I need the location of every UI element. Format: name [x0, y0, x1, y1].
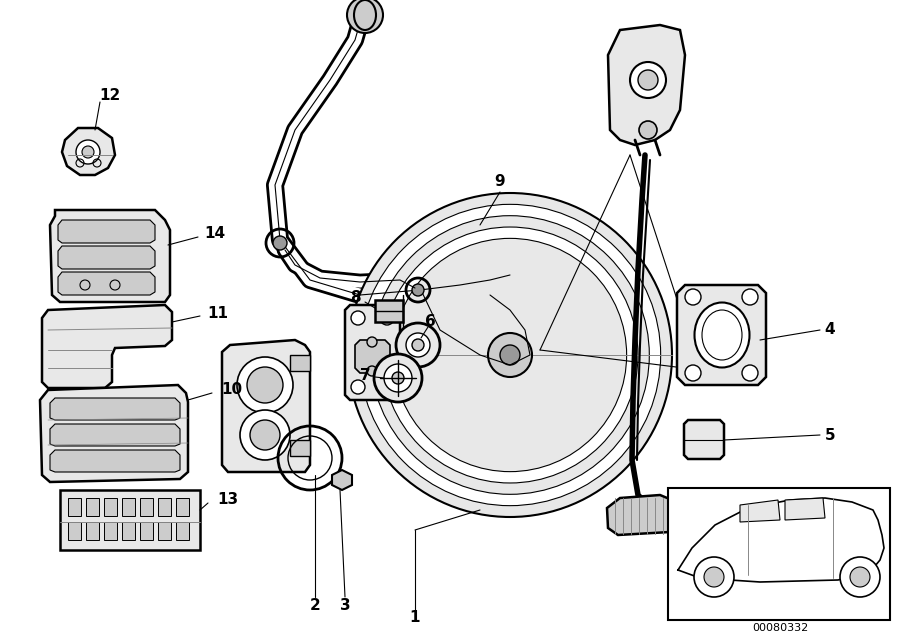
Text: 9: 9 — [495, 175, 505, 189]
Circle shape — [742, 365, 758, 381]
Text: 3: 3 — [339, 598, 350, 613]
Circle shape — [382, 227, 638, 483]
Text: 12: 12 — [99, 87, 121, 103]
Text: 8: 8 — [350, 290, 360, 306]
Text: 14: 14 — [204, 225, 226, 241]
Circle shape — [351, 311, 365, 325]
Polygon shape — [50, 398, 180, 420]
Bar — [60, 490, 200, 550]
Circle shape — [371, 216, 649, 494]
Polygon shape — [684, 420, 724, 459]
Polygon shape — [345, 305, 400, 400]
Circle shape — [393, 238, 626, 471]
Circle shape — [500, 345, 520, 365]
Polygon shape — [58, 246, 155, 269]
Circle shape — [359, 204, 661, 506]
Bar — [158, 522, 171, 540]
Bar — [68, 498, 81, 516]
Text: 11: 11 — [208, 306, 229, 320]
Circle shape — [250, 420, 280, 450]
Circle shape — [396, 323, 440, 367]
Text: 10: 10 — [221, 382, 243, 397]
Bar — [86, 498, 99, 516]
Polygon shape — [50, 450, 180, 472]
Circle shape — [639, 121, 657, 139]
Polygon shape — [42, 305, 172, 388]
Text: 7: 7 — [360, 368, 370, 382]
Polygon shape — [607, 495, 675, 535]
Polygon shape — [50, 424, 180, 446]
Polygon shape — [785, 498, 825, 520]
Text: 5: 5 — [824, 427, 835, 443]
Text: 00080332: 00080332 — [752, 623, 808, 633]
Text: 1: 1 — [410, 610, 420, 626]
Circle shape — [630, 62, 666, 98]
Circle shape — [742, 289, 758, 305]
Circle shape — [82, 146, 94, 158]
Circle shape — [638, 70, 658, 90]
Circle shape — [367, 366, 377, 376]
Circle shape — [380, 311, 394, 325]
Bar — [140, 498, 153, 516]
Bar — [104, 498, 117, 516]
Bar — [176, 498, 189, 516]
Bar — [290, 355, 310, 371]
Bar — [176, 522, 189, 540]
Circle shape — [367, 337, 377, 347]
Text: 4: 4 — [824, 322, 835, 338]
Text: 2: 2 — [310, 598, 320, 613]
Bar — [104, 522, 117, 540]
Circle shape — [247, 367, 283, 403]
Circle shape — [406, 333, 430, 357]
Circle shape — [685, 289, 701, 305]
Polygon shape — [608, 25, 685, 145]
Circle shape — [351, 380, 365, 394]
Polygon shape — [355, 340, 390, 373]
Circle shape — [704, 567, 724, 587]
Polygon shape — [222, 340, 310, 472]
Bar — [68, 522, 81, 540]
Bar — [122, 498, 135, 516]
Ellipse shape — [695, 303, 750, 368]
Circle shape — [240, 410, 290, 460]
Circle shape — [685, 365, 701, 381]
Bar — [290, 440, 310, 456]
Bar — [158, 498, 171, 516]
Polygon shape — [62, 128, 115, 175]
Circle shape — [76, 140, 100, 164]
Circle shape — [412, 284, 424, 296]
Circle shape — [237, 357, 293, 413]
Circle shape — [273, 236, 287, 250]
Polygon shape — [332, 470, 352, 490]
Polygon shape — [58, 220, 155, 243]
Circle shape — [374, 354, 422, 402]
Polygon shape — [40, 385, 188, 482]
Circle shape — [694, 557, 734, 597]
Circle shape — [412, 339, 424, 351]
Bar — [140, 522, 153, 540]
Text: 6: 6 — [425, 315, 436, 329]
Bar — [375, 300, 403, 322]
Polygon shape — [50, 210, 170, 302]
Text: 13: 13 — [218, 492, 238, 508]
Circle shape — [850, 567, 870, 587]
Bar — [86, 522, 99, 540]
Circle shape — [384, 364, 412, 392]
Bar — [668, 488, 890, 620]
Polygon shape — [58, 272, 155, 295]
Polygon shape — [740, 500, 780, 522]
Circle shape — [392, 372, 404, 384]
Polygon shape — [677, 285, 766, 385]
Bar — [122, 522, 135, 540]
Circle shape — [347, 0, 383, 33]
Circle shape — [488, 333, 532, 377]
Circle shape — [840, 557, 880, 597]
Circle shape — [348, 193, 672, 517]
Circle shape — [380, 380, 394, 394]
